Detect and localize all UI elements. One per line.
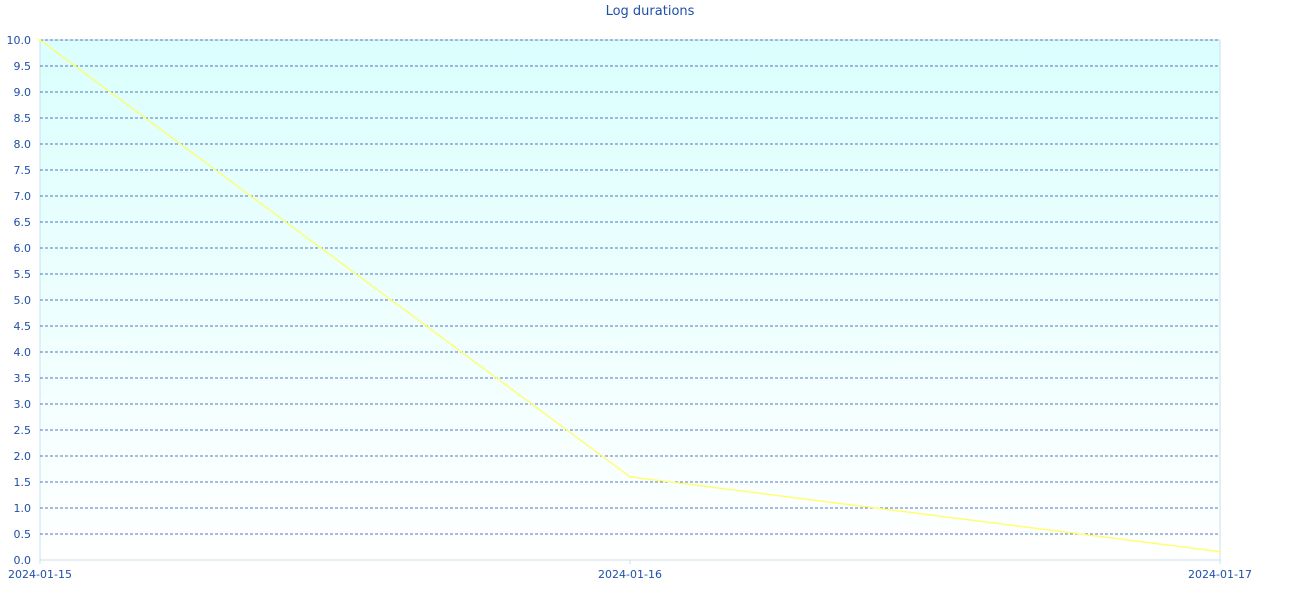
data-point [38, 38, 42, 42]
y-tick-label: 8.0 [14, 138, 32, 151]
y-tick-label: 4.5 [14, 320, 32, 333]
x-tick-label: 2024-01-15 [8, 568, 72, 581]
y-tick-label: 5.0 [14, 294, 32, 307]
y-tick-label: 6.0 [14, 242, 32, 255]
y-tick-label: 3.5 [14, 372, 32, 385]
y-tick-label: 7.0 [14, 190, 32, 203]
y-tick-label: 2.0 [14, 450, 32, 463]
chart-title: Log durations [605, 4, 695, 19]
data-point [1218, 550, 1222, 553]
y-tick-label: 3.0 [14, 398, 32, 411]
x-tick-label: 2024-01-16 [598, 568, 662, 581]
y-tick-label: 1.0 [14, 502, 32, 515]
x-axis: 2024-01-15 2024-01-16 2024-01-17 [8, 560, 1252, 581]
y-tick-label: 0.0 [14, 554, 32, 567]
x-tick-label: 2024-01-17 [1188, 568, 1252, 581]
y-tick-label: 10.0 [7, 34, 32, 47]
y-tick-label: 8.5 [14, 112, 32, 125]
y-tick-label: 1.5 [14, 476, 32, 489]
y-tick-label: 7.5 [14, 164, 32, 177]
y-tick-label: 6.5 [14, 216, 32, 229]
series [38, 38, 1222, 553]
y-tick-label: 5.5 [14, 268, 32, 281]
y-tick-label: 4.0 [14, 346, 32, 359]
y-tick-label: 9.5 [14, 60, 32, 73]
gridlines [40, 39, 1220, 535]
y-tick-label: 0.5 [14, 528, 32, 541]
data-point [628, 475, 632, 478]
y-tick-label: 9.0 [14, 86, 32, 99]
y-axis: 0.0 0.5 1.0 1.5 2.0 2.5 3.0 3.5 4.0 4.5 5.0 5.5 6.0 6… [7, 34, 32, 567]
y-tick-label: 2.5 [14, 424, 32, 437]
